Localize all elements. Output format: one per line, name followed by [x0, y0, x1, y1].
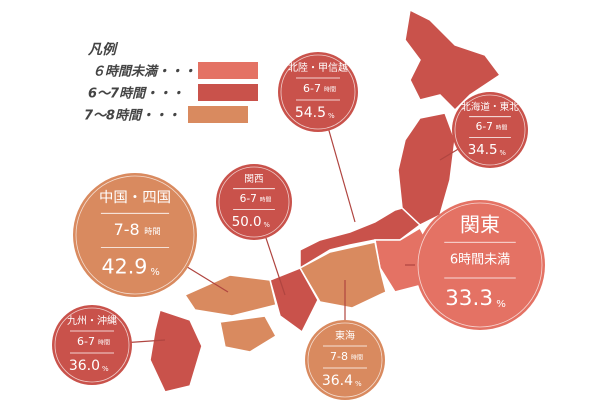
- region-circle: [415, 200, 545, 330]
- region-circle: [216, 164, 292, 240]
- region-hours: 6-7: [240, 193, 257, 205]
- kyushu: [149, 309, 203, 393]
- region-hours-unit: 時間: [324, 86, 336, 94]
- region-name: 九州・沖縄: [67, 314, 117, 327]
- region-hours: 7-8: [330, 350, 348, 363]
- legend-label: ６時間未満・・・: [92, 64, 196, 80]
- kansai: [269, 267, 319, 334]
- region-hours-unit: 時間: [98, 339, 110, 347]
- region-unit: %: [355, 380, 362, 388]
- region-hours: 6-7: [303, 82, 321, 95]
- region-circle: [52, 305, 132, 385]
- region-unit: %: [151, 267, 160, 278]
- region-value: 33.3: [445, 286, 493, 311]
- region-circle: [305, 320, 385, 400]
- region-name: 北海道・東北: [461, 101, 519, 113]
- region-value: 50.0: [232, 215, 262, 230]
- region-value: 34.5: [468, 143, 498, 158]
- region-hours: 6-7: [476, 121, 493, 133]
- region-hours-unit: 時間: [144, 226, 160, 236]
- region-hours-unit: 時間: [351, 354, 363, 362]
- region-ring: [417, 202, 543, 328]
- region-hours-unit: 時間: [260, 196, 272, 204]
- region-unit: %: [328, 112, 335, 120]
- region-circle: [278, 52, 358, 132]
- region-circle: [73, 173, 197, 297]
- region-name: 北陸・甲信越: [288, 61, 348, 74]
- shikoku: [219, 315, 278, 353]
- region-hours: 6時間未満: [450, 253, 510, 268]
- region-value: 36.0: [69, 358, 100, 374]
- legend-swatch: [198, 62, 258, 79]
- legend-title: 凡例: [87, 41, 119, 58]
- legend-swatch: [188, 106, 248, 123]
- chugoku: [183, 274, 277, 317]
- region-name: 関西: [244, 174, 263, 185]
- region-unit: %: [264, 221, 271, 229]
- region-unit: %: [500, 149, 507, 157]
- region-name: 中国・四国: [99, 189, 171, 206]
- legend-swatch: [198, 84, 258, 101]
- region-circle: [452, 92, 528, 168]
- region-ring: [218, 166, 290, 238]
- region-ring: [75, 175, 195, 295]
- legend: 凡例 ６時間未満・・・ 6〜7時間・・・ 7〜8時間・・・: [84, 41, 258, 124]
- tokai: [298, 241, 387, 309]
- region-hours: 6-7: [77, 335, 95, 348]
- region-hours-unit: 時間: [496, 124, 508, 132]
- region-value: 36.4: [322, 373, 353, 389]
- region-value: 42.9: [102, 255, 148, 279]
- region-ring: [307, 322, 383, 398]
- tohoku: [397, 112, 456, 226]
- legend-label: 7〜8時間・・・: [84, 108, 180, 124]
- region-unit: %: [102, 365, 109, 373]
- region-value: 54.5: [295, 105, 326, 121]
- legend-label: 6〜7時間・・・: [88, 86, 184, 102]
- region-ring: [280, 54, 356, 130]
- region-ring: [54, 307, 130, 383]
- region-unit: %: [496, 299, 506, 310]
- region-name: 東海: [335, 329, 355, 342]
- hokkaido: [404, 8, 502, 112]
- region-name: 関東: [460, 213, 500, 237]
- region-ring: [454, 94, 526, 166]
- region-hours: 7-8: [114, 220, 140, 239]
- map: [149, 8, 502, 393]
